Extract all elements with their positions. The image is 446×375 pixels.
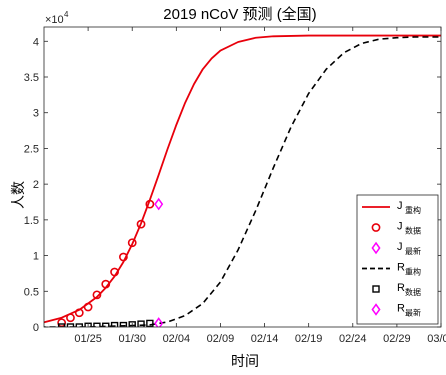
y-tick-label: 0 (33, 322, 39, 334)
series-j-1-point (101, 279, 111, 289)
legend-entry-sublabel: 数据 (405, 226, 421, 236)
legend-icon-marker (371, 303, 381, 316)
y-exponent: ×10 4 (45, 10, 69, 26)
series-r-5-point (154, 317, 164, 327)
series-r-4-point (102, 322, 110, 327)
y-tick-label: 1.5 (24, 215, 39, 227)
legend-entry-sublabel: 重构 (405, 267, 421, 277)
series-j-1-point (127, 238, 137, 248)
y-tick-label: 2.5 (24, 143, 39, 155)
series-j-1-point (83, 302, 93, 312)
series-j-2-point (154, 197, 164, 211)
x-tick-label: 01/25 (74, 333, 102, 345)
series-r-4-point (75, 323, 83, 327)
y-exponent-base: ×10 (45, 14, 64, 26)
y-tick-label: 3 (33, 108, 39, 120)
legend-icon-marker (372, 285, 380, 293)
plot-series-group (44, 34, 441, 327)
legend-entry-sublabel: 重构 (405, 205, 421, 215)
series-r-3-line (44, 36, 441, 327)
y-tick-label: 1 (33, 251, 39, 263)
legend-entry-label: J (397, 200, 403, 212)
x-tick-label: 02/19 (295, 333, 323, 345)
series-j-1-point (136, 219, 146, 229)
legend: J 重构J 数据J 最新R 重构R 数据R 最新 (356, 194, 439, 325)
series-r-4-point (128, 321, 136, 327)
series-r-4-point (93, 322, 101, 327)
series-j-1-point (110, 267, 119, 277)
legend-entry-sublabel: 最新 (405, 246, 421, 256)
x-tick-label: 02/29 (383, 333, 411, 345)
y-tick-label: 3.5 (24, 72, 39, 84)
legend-entry-label: R (397, 303, 405, 315)
legend-entry-label: J (397, 241, 403, 253)
x-tick-label: 03/05 (427, 333, 446, 345)
series-j-1-point (74, 308, 84, 318)
series-r-4-point (146, 319, 154, 327)
x-tick-label: 02/09 (207, 333, 235, 345)
chart-title: 2019 nCoV 预测 (全国) (163, 5, 316, 23)
series-r-4-point (119, 321, 128, 327)
series-j-1-point (92, 290, 102, 300)
x-tick-label: 02/14 (251, 333, 279, 345)
axes: 01/25 01/30 02/04 02/09 02/14 02/19 02/24 02/29… (24, 26, 446, 345)
series-r-4-point (110, 321, 119, 327)
y-axis-label: 人数 (11, 181, 27, 209)
legend-icon-marker (371, 223, 381, 232)
legend-entry-label: R (397, 282, 405, 294)
legend-entry-label: R (397, 262, 405, 274)
legend-entry-label: J (397, 221, 403, 233)
series-r-4-point (57, 323, 66, 327)
series-j-1-point (145, 199, 155, 209)
x-axis-label: 时间 (231, 354, 259, 370)
y-tick-label: 0.5 (24, 286, 39, 298)
series-r-4-point (137, 320, 145, 327)
legend-box (356, 194, 439, 325)
legend-icon-marker (371, 241, 381, 255)
y-tick-label: 4 (33, 36, 39, 48)
legend-entry-sublabel: 最新 (405, 308, 421, 318)
y-tick-label: 2 (33, 179, 39, 191)
y-exponent-power: 4 (64, 10, 69, 19)
axes-frame (43, 26, 442, 328)
legend-entry-sublabel: 数据 (405, 287, 421, 297)
series-j-1-point (66, 313, 75, 323)
x-tick-label: 01/30 (118, 333, 146, 345)
series-r-4-point (66, 323, 75, 327)
x-tick-label: 02/24 (339, 333, 367, 345)
x-tick-label: 02/04 (163, 333, 191, 345)
series-j-1-point (119, 252, 128, 262)
